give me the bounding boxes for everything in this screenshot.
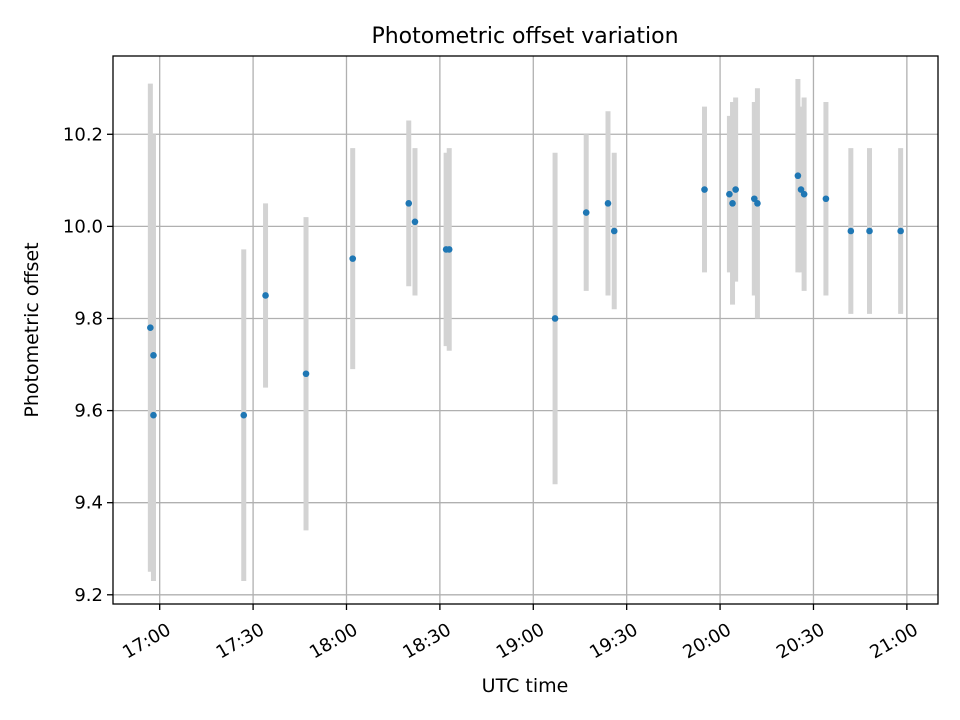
data-point xyxy=(604,200,612,207)
data-point xyxy=(411,218,419,226)
plot-frame xyxy=(112,55,939,605)
data-point xyxy=(582,209,590,216)
data-point xyxy=(822,195,830,203)
data-point xyxy=(726,190,733,198)
data-point xyxy=(847,227,855,235)
y-tick-label: 9.6 xyxy=(74,401,103,422)
data-point xyxy=(150,352,157,359)
data-point xyxy=(754,200,761,207)
data-point xyxy=(800,190,808,198)
y-tick-label: 9.2 xyxy=(74,585,103,606)
data-point xyxy=(240,411,248,419)
data-point xyxy=(729,200,736,207)
data-point xyxy=(610,227,618,235)
y-tick-label: 10.2 xyxy=(63,124,103,145)
data-point xyxy=(897,227,904,235)
data-point xyxy=(866,227,873,235)
data-point xyxy=(150,411,157,419)
data-point xyxy=(405,200,413,207)
data-point xyxy=(349,255,357,262)
chart-title: Photometric offset variation xyxy=(371,24,678,49)
y-tick-label: 9.8 xyxy=(74,308,103,329)
data-point xyxy=(147,324,154,331)
data-point xyxy=(794,172,802,180)
y-axis-ticks: 9.2 9.4 9.6 9.8 10.0 10.2 xyxy=(63,124,113,606)
data-point xyxy=(701,186,708,193)
y-tick-label: 10.0 xyxy=(63,216,103,237)
data-point xyxy=(302,370,310,378)
x-axis-label: UTC time xyxy=(482,675,569,697)
y-axis-label: Photometric offset xyxy=(21,242,43,417)
y-tick-label: 9.4 xyxy=(74,493,103,514)
data-point xyxy=(732,186,739,193)
data-point xyxy=(551,315,559,322)
data-point xyxy=(262,292,269,299)
data-points xyxy=(147,172,904,419)
data-point xyxy=(445,246,453,253)
